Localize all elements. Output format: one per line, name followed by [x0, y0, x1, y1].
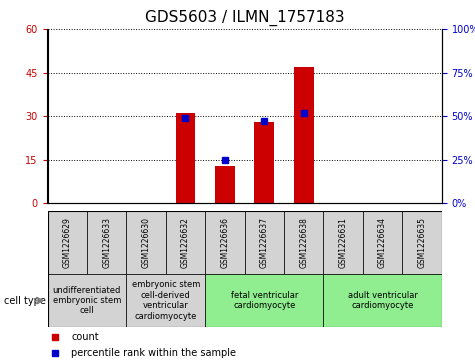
- Bar: [284, 211, 323, 274]
- Bar: [126, 211, 166, 274]
- Text: GSM1226635: GSM1226635: [418, 217, 427, 268]
- Text: GSM1226636: GSM1226636: [220, 217, 229, 268]
- Bar: [126, 274, 205, 327]
- Bar: [166, 211, 205, 274]
- Text: GSM1226637: GSM1226637: [260, 217, 269, 268]
- Text: fetal ventricular
cardiomyocyte: fetal ventricular cardiomyocyte: [231, 291, 298, 310]
- Text: GSM1226633: GSM1226633: [102, 217, 111, 268]
- Text: percentile rank within the sample: percentile rank within the sample: [71, 348, 236, 358]
- Bar: [205, 274, 323, 327]
- Bar: [176, 113, 195, 203]
- Text: GSM1226630: GSM1226630: [142, 217, 151, 268]
- Bar: [245, 211, 284, 274]
- Bar: [294, 67, 314, 203]
- Bar: [87, 211, 126, 274]
- Text: GSM1226634: GSM1226634: [378, 217, 387, 268]
- Text: count: count: [71, 332, 99, 342]
- Title: GDS5603 / ILMN_1757183: GDS5603 / ILMN_1757183: [145, 10, 344, 26]
- Bar: [323, 211, 363, 274]
- Text: adult ventricular
cardiomyocyte: adult ventricular cardiomyocyte: [348, 291, 418, 310]
- Text: GSM1226632: GSM1226632: [181, 217, 190, 268]
- Text: GSM1226631: GSM1226631: [339, 217, 348, 268]
- Text: GSM1226629: GSM1226629: [63, 217, 72, 268]
- Bar: [48, 211, 87, 274]
- Bar: [255, 122, 274, 203]
- Bar: [323, 274, 442, 327]
- Bar: [363, 211, 402, 274]
- Text: undifferentiated
embryonic stem
cell: undifferentiated embryonic stem cell: [53, 286, 121, 315]
- Bar: [205, 211, 245, 274]
- Bar: [48, 274, 126, 327]
- Text: cell type: cell type: [4, 295, 46, 306]
- Text: GSM1226638: GSM1226638: [299, 217, 308, 268]
- Bar: [215, 166, 235, 203]
- Text: embryonic stem
cell-derived
ventricular
cardiomyocyte: embryonic stem cell-derived ventricular …: [132, 281, 200, 321]
- Bar: [402, 211, 442, 274]
